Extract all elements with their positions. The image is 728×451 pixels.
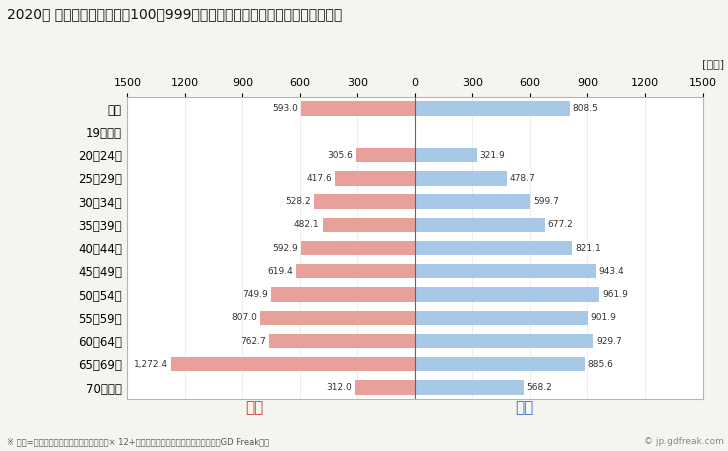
Bar xyxy=(323,217,415,232)
Text: 821.1: 821.1 xyxy=(575,244,601,253)
Bar xyxy=(415,334,593,348)
Text: 808.5: 808.5 xyxy=(573,104,598,113)
Bar xyxy=(357,148,415,162)
Bar xyxy=(269,334,415,348)
Text: 482.1: 482.1 xyxy=(294,220,320,229)
Text: 478.7: 478.7 xyxy=(510,174,535,183)
Bar xyxy=(301,101,415,116)
Text: 2020年 民間企業（従業者数100～999人）フルタイム労働者の男女別平均年収: 2020年 民間企業（従業者数100～999人）フルタイム労働者の男女別平均年収 xyxy=(7,7,343,21)
Bar xyxy=(415,357,585,372)
Bar xyxy=(415,311,588,325)
Text: 807.0: 807.0 xyxy=(232,313,258,322)
Text: 961.9: 961.9 xyxy=(602,290,628,299)
Bar xyxy=(415,171,507,185)
Bar xyxy=(314,194,415,209)
Text: 619.4: 619.4 xyxy=(268,267,293,276)
Bar xyxy=(415,101,570,116)
Bar xyxy=(415,217,545,232)
Text: 592.9: 592.9 xyxy=(273,244,298,253)
Bar xyxy=(272,287,415,302)
Bar xyxy=(415,287,599,302)
Bar xyxy=(296,264,415,279)
Text: [万円]: [万円] xyxy=(703,59,724,69)
Bar xyxy=(415,241,572,255)
Text: ※ 年収=「きまって支給する現金給与額」× 12+「年間賞与その他特別給与額」としてGD Freak推計: ※ 年収=「きまって支給する現金給与額」× 12+「年間賞与その他特別給与額」と… xyxy=(7,437,269,446)
Text: 312.0: 312.0 xyxy=(327,383,352,392)
Text: 417.6: 417.6 xyxy=(306,174,332,183)
Text: 943.4: 943.4 xyxy=(598,267,625,276)
Bar xyxy=(335,171,415,185)
Text: 677.2: 677.2 xyxy=(547,220,574,229)
Text: © jp.gdfreak.com: © jp.gdfreak.com xyxy=(644,437,724,446)
Text: 593.0: 593.0 xyxy=(272,104,298,113)
Text: 528.2: 528.2 xyxy=(285,197,311,206)
Text: 749.9: 749.9 xyxy=(242,290,269,299)
Text: 305.6: 305.6 xyxy=(328,151,354,160)
Text: 1,272.4: 1,272.4 xyxy=(134,360,168,369)
Text: 929.7: 929.7 xyxy=(596,336,622,345)
Bar xyxy=(260,311,415,325)
Text: 男性: 男性 xyxy=(515,400,534,416)
Text: 599.7: 599.7 xyxy=(533,197,558,206)
Bar xyxy=(415,264,596,279)
Bar xyxy=(301,241,415,255)
Text: 568.2: 568.2 xyxy=(527,383,553,392)
Bar xyxy=(415,148,477,162)
Bar xyxy=(355,380,415,395)
Bar xyxy=(415,194,530,209)
Text: 女性: 女性 xyxy=(245,400,264,416)
Text: 321.9: 321.9 xyxy=(480,151,505,160)
Text: 762.7: 762.7 xyxy=(240,336,266,345)
Text: 901.9: 901.9 xyxy=(590,313,617,322)
Bar xyxy=(415,380,524,395)
Bar xyxy=(171,357,415,372)
Text: 885.6: 885.6 xyxy=(587,360,614,369)
